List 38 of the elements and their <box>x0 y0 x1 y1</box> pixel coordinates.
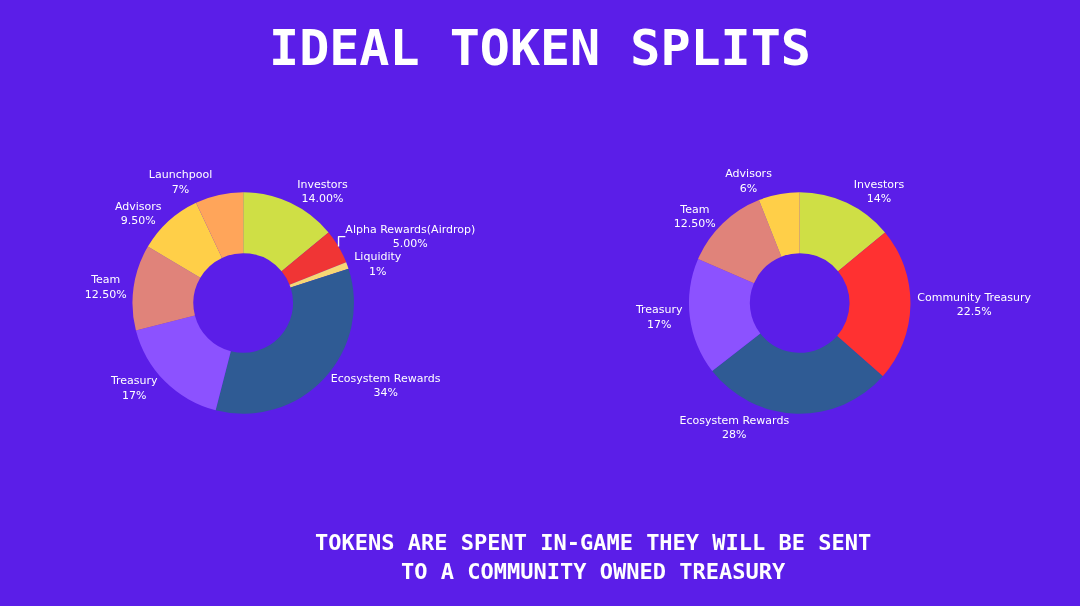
data-label: 6% <box>739 181 758 195</box>
slice-label: Investors <box>297 177 348 191</box>
donut-slice <box>132 246 201 331</box>
donut-slice <box>758 192 800 257</box>
data-label: 34% <box>373 385 398 399</box>
data-label: 12.50% <box>84 287 127 301</box>
donut-slice <box>281 232 347 285</box>
slice-label: Advisors <box>725 167 773 181</box>
slice-label: Community Treasury <box>917 291 1032 305</box>
slice-label: Investors <box>853 177 905 191</box>
slice-label: Liquidity <box>354 250 402 264</box>
data-label: 17% <box>122 388 147 402</box>
slice-label: Treasury <box>109 374 159 388</box>
slice-label: Advisors <box>114 199 162 213</box>
data-label: 14% <box>866 192 892 206</box>
donut-slice <box>712 333 883 414</box>
donut-slice <box>289 262 349 288</box>
slice-label: Team <box>90 273 121 287</box>
data-label: 17% <box>646 317 672 331</box>
data-label: 9.50% <box>120 214 156 228</box>
data-label: 14.00% <box>301 192 344 206</box>
donut-slice <box>837 232 911 377</box>
data-label: 5.00% <box>392 237 428 251</box>
donut-slice <box>196 192 244 258</box>
slice-label: Launchpool <box>148 168 213 182</box>
data-label: 22.5% <box>956 305 992 319</box>
data-label: 12.50% <box>673 217 716 231</box>
slice-label: Ecosystem Rewards <box>679 413 790 427</box>
data-label: 7% <box>171 182 190 196</box>
slice-label: Team <box>679 202 710 216</box>
data-label: 28% <box>722 427 747 441</box>
chart-title: IDEAL TOKEN SPLITS <box>269 19 811 78</box>
data-label: 1% <box>369 264 387 278</box>
donut-slice <box>689 259 761 371</box>
text: TOKENS ARE SPENT IN-GAME THEY WILL BE SENT TO A COMMUNITY OWNED TREASURY <box>315 530 872 584</box>
slice-label: Treasury <box>634 303 683 317</box>
slice-label: Alpha Rewards(Airdrop) <box>345 222 476 236</box>
slice-label: Ecosystem Rewards <box>330 371 441 385</box>
